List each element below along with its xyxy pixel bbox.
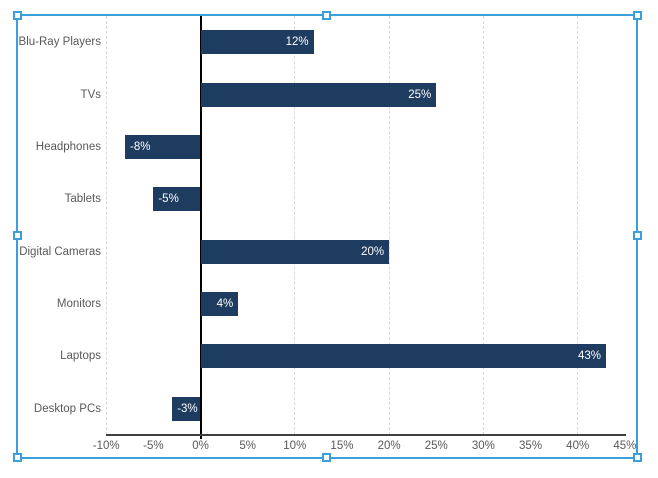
value-axis-tick-label[interactable]: 0% (192, 440, 209, 452)
category-label[interactable]: Blu-Ray Players (18, 36, 101, 49)
bar-headphones[interactable] (125, 134, 201, 159)
selection-handle-sw[interactable] (13, 453, 22, 462)
value-axis-tick-label[interactable]: 40% (566, 440, 590, 452)
data-label: 43% (577, 350, 601, 363)
data-label: 20% (361, 245, 385, 258)
selection-handle-se[interactable] (633, 453, 642, 462)
value-axis-tick-label[interactable]: 45% (613, 440, 637, 452)
gridline (577, 16, 579, 435)
category-label[interactable]: Laptops (60, 350, 101, 363)
data-label: 12% (285, 36, 309, 49)
bar-laptops[interactable] (200, 344, 606, 369)
data-label: -3% (177, 402, 198, 415)
category-label[interactable]: Digital Cameras (19, 245, 101, 258)
selection-handle-ne[interactable] (633, 11, 642, 20)
category-label[interactable]: Desktop PCs (33, 402, 101, 415)
category-label[interactable]: TVs (80, 88, 101, 101)
value-axis-tick-label[interactable]: -5% (143, 440, 164, 452)
value-axis-tick-label[interactable]: 25% (424, 440, 448, 452)
value-axis-tick-label[interactable]: 20% (377, 440, 401, 452)
bar-tvs[interactable] (200, 82, 437, 107)
value-axis-tick-label[interactable]: 15% (330, 440, 354, 452)
bar-monitors[interactable] (200, 292, 239, 317)
data-label: 25% (408, 88, 432, 101)
bar-tablets[interactable] (153, 187, 201, 212)
bar-digital-cameras[interactable] (200, 239, 390, 264)
category-axis-zero-line (199, 16, 202, 439)
chart-selection-frame (16, 14, 638, 459)
selection-handle-e[interactable] (633, 231, 642, 240)
gridline (388, 16, 390, 435)
category-label[interactable]: Headphones (35, 140, 101, 153)
value-axis-tick-label[interactable]: 35% (519, 440, 543, 452)
value-axis-tick-label[interactable]: 30% (471, 440, 495, 452)
value-axis-tick-label[interactable]: 5% (239, 440, 256, 452)
category-label[interactable]: Monitors (56, 298, 101, 311)
gridline (482, 16, 484, 435)
data-label: 4% (216, 298, 234, 311)
bar-desktop-pcs[interactable] (172, 396, 201, 421)
selection-handle-s[interactable] (322, 453, 331, 462)
gridline (294, 16, 296, 435)
gridline (105, 16, 107, 435)
value-axis-tick-label[interactable]: -10% (92, 440, 120, 452)
selection-handle-w[interactable] (13, 231, 22, 240)
category-label[interactable]: Tablets (64, 193, 101, 206)
selection-handle-n[interactable] (322, 11, 331, 20)
data-label: -5% (158, 193, 179, 206)
data-label: -8% (130, 140, 151, 153)
bar-blu-ray-players[interactable] (200, 30, 314, 55)
value-axis-tick-label[interactable]: 10% (283, 440, 307, 452)
value-axis-line (106, 434, 626, 436)
selection-handle-nw[interactable] (13, 11, 22, 20)
